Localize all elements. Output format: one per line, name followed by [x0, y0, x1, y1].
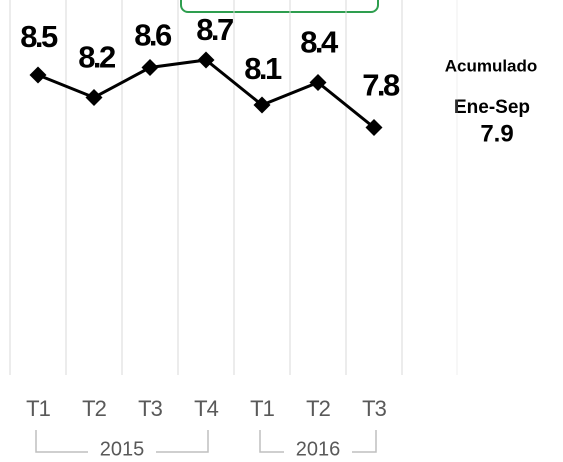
data-label: 8.4 — [300, 25, 339, 60]
data-label: 8.5 — [20, 19, 58, 54]
data-label: 8.7 — [196, 12, 233, 47]
group-bracket — [35, 430, 209, 453]
annotation-value: 7.9 — [480, 120, 513, 147]
group-label: 2016 — [296, 438, 341, 460]
marker — [85, 89, 103, 106]
x-tick-label: T4 — [194, 396, 218, 421]
annotation-period: Ene-Sep — [454, 97, 530, 118]
data-label: 8.1 — [244, 51, 282, 86]
top-box — [180, 0, 379, 13]
group-bracket — [259, 430, 377, 453]
group-label: 2015 — [100, 438, 145, 460]
x-tick-label: T3 — [138, 396, 162, 421]
data-label: 7.8 — [362, 68, 400, 103]
marker — [29, 66, 47, 84]
x-tick-label: T2 — [82, 396, 106, 421]
data-label: 8.6 — [134, 18, 172, 53]
marker — [253, 96, 271, 114]
marker — [365, 119, 383, 136]
x-tick-label: T3 — [362, 396, 386, 421]
data-label: 8.2 — [78, 40, 115, 75]
x-tick-label: T1 — [26, 396, 50, 421]
x-tick-label: T1 — [250, 396, 274, 421]
marker — [309, 74, 327, 91]
marker — [141, 59, 159, 76]
annotation-title: Acumulado — [445, 56, 538, 75]
x-tick-label: T2 — [306, 396, 330, 421]
